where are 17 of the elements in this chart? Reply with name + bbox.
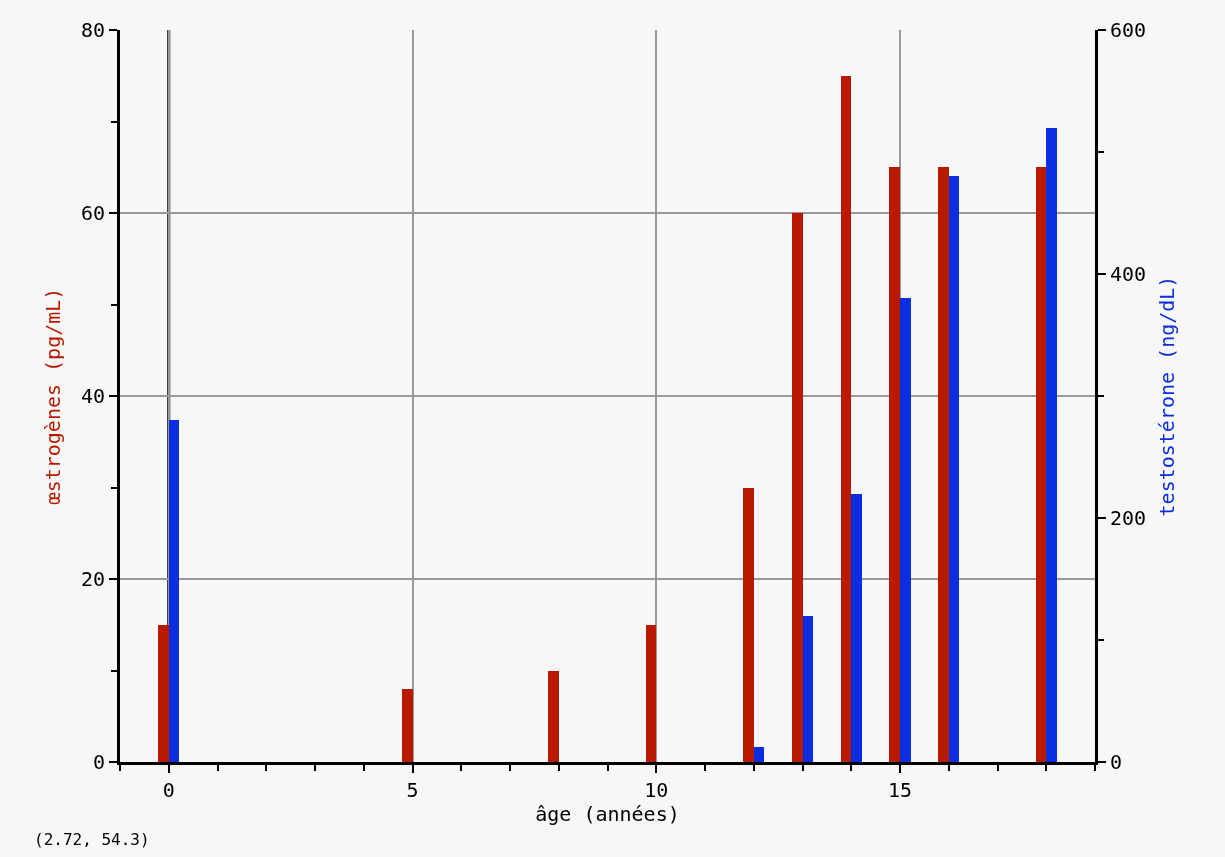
x-tick-label: 15 <box>887 778 913 802</box>
y-axis-title: œstrogènes (pg/mL) <box>41 287 66 505</box>
y2-tick-label: 200 <box>1110 506 1147 530</box>
y-tick-label: 60 <box>80 201 105 225</box>
x-axis-title: âge (années) <box>535 802 680 826</box>
y-tick-label: 80 <box>80 18 105 42</box>
y-tick-label: 0 <box>92 750 105 774</box>
y-tick-label: 40 <box>80 384 105 408</box>
text: (2.72, 54.3) <box>34 830 150 849</box>
y2-tick-label: 400 <box>1110 262 1147 286</box>
y2-tick-label: 0 <box>1110 750 1123 774</box>
y2-tick-label: 600 <box>1110 18 1147 42</box>
y-tick-label: 20 <box>80 567 105 591</box>
x-tick-label: 10 <box>644 778 669 802</box>
y2-axis-title: testostérone (ng/dL) <box>1154 275 1179 517</box>
x-tick-label: 0 <box>162 778 175 802</box>
x-tick-label: 5 <box>406 778 419 802</box>
